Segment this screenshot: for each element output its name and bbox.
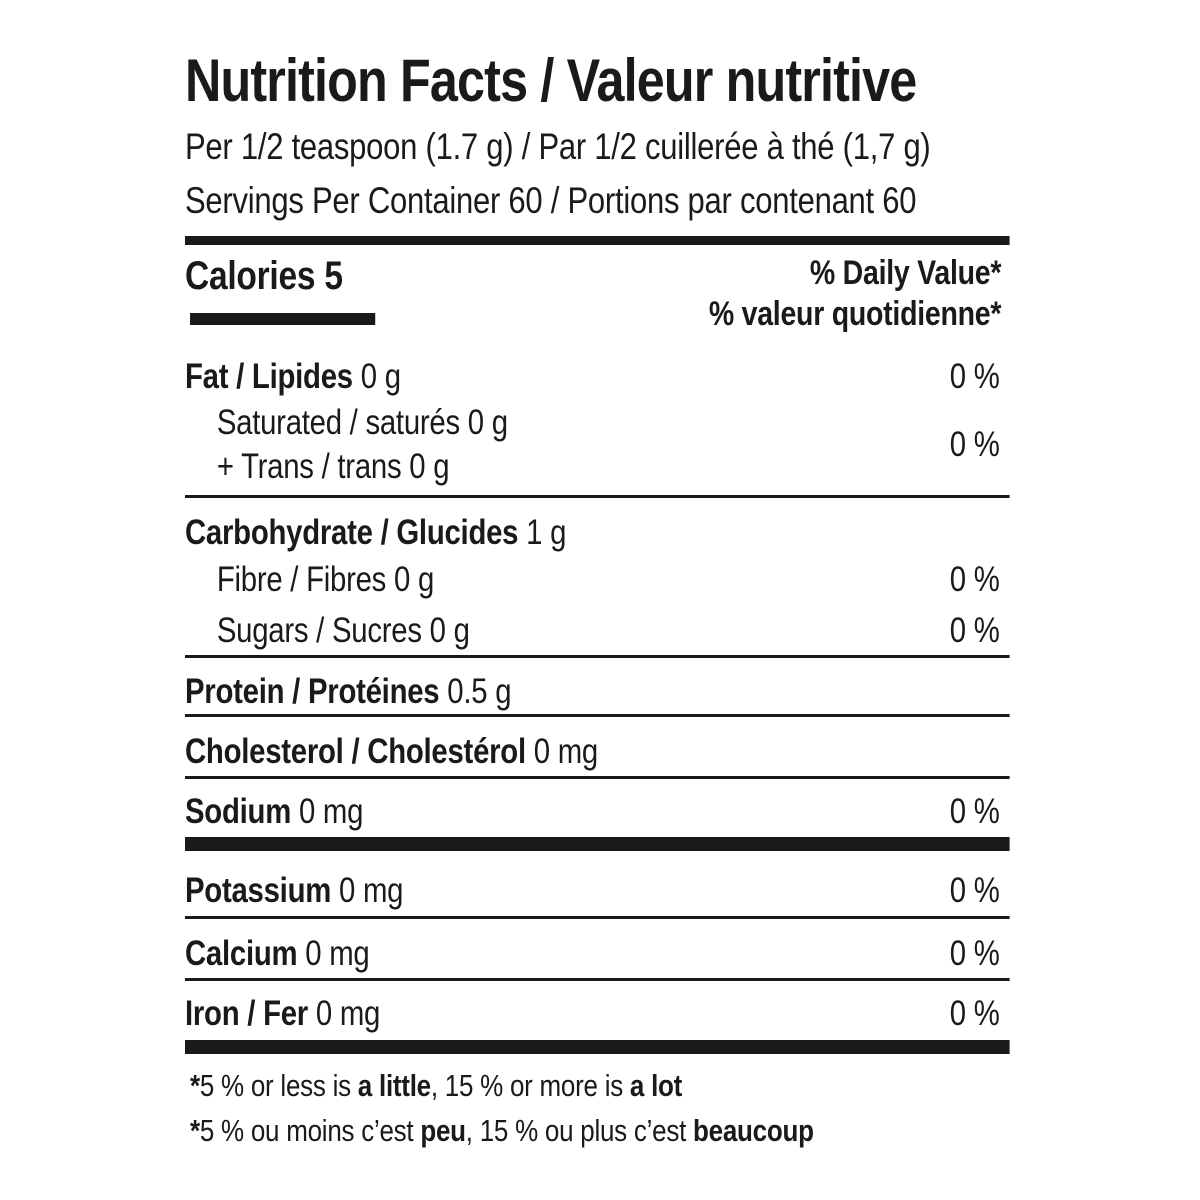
saturated-trans-lines: Saturated / saturés 0 g + Trans / trans …: [185, 401, 508, 489]
footnote-fr-asterisk: *: [190, 1113, 200, 1148]
row-trans: + Trans / trans 0 g: [217, 445, 508, 489]
trans-amount: 0 g: [409, 447, 450, 486]
row-iron: Iron / Fer 0 mg 0 %: [185, 992, 1010, 1036]
footnote-english: *5 % or less is a little, 15 % or more i…: [185, 1066, 1010, 1106]
nutrition-facts-label: Nutrition Facts / Valeur nutritive Per 1…: [185, 50, 1010, 1151]
sugars-dv: 0 %: [949, 611, 1000, 650]
row-fat-text: Fat / Lipides 0 g: [185, 355, 401, 399]
row-saturated-trans-group: Saturated / saturés 0 g + Trans / trans …: [185, 401, 1010, 489]
separator-rule: [185, 978, 1010, 981]
potassium-amount: 0 mg: [338, 871, 404, 910]
sugars-name: Sugars / Sucres: [216, 611, 422, 650]
separator-rule: [185, 495, 1010, 498]
row-sugars-text: Sugars / Sucres 0 g: [185, 609, 470, 653]
calcium-name: Calcium: [185, 934, 298, 973]
separator-rule: [185, 916, 1010, 919]
row-sodium-text: Sodium 0 mg: [185, 790, 363, 834]
carbohydrate-amount: 1 g: [526, 513, 567, 552]
calories-underline-bar: [190, 313, 376, 325]
serving-size: Per 1/2 teaspoon (1.7 g) / Par 1/2 cuill…: [185, 126, 931, 167]
saturated-amount: 0 g: [467, 403, 508, 442]
fibre-name: Fibre / Fibres: [216, 560, 387, 599]
row-cholesterol-text: Cholesterol / Cholestérol 0 mg: [185, 730, 598, 774]
calcium-dv: 0 %: [949, 934, 1000, 973]
footnote-french: *5 % ou moins c’est peu, 15 % ou plus c’…: [185, 1111, 1010, 1151]
cholesterol-name: Cholesterol / Cholestérol: [185, 732, 526, 771]
fibre-dv: 0 %: [949, 560, 1000, 599]
calories-line: Calories 5: [185, 253, 375, 299]
trans-name: + Trans / trans: [216, 447, 402, 486]
row-potassium-text: Potassium 0 mg: [185, 869, 403, 913]
footnote-fr-part2: , 15 % ou plus c’est: [465, 1113, 694, 1148]
bottom-separator-bar: [185, 1040, 1010, 1054]
footnote-en-bold2: a lot: [629, 1068, 683, 1103]
fibre-amount: 0 g: [394, 560, 435, 599]
daily-value-header: % Daily Value* % valeur quotidienne*: [709, 253, 1010, 335]
label-title: Nutrition Facts / Valeur nutritive: [185, 47, 917, 114]
cholesterol-amount: 0 mg: [533, 732, 598, 771]
sodium-amount: 0 mg: [298, 792, 364, 831]
potassium-dv: 0 %: [949, 871, 1000, 910]
row-carbohydrate: Carbohydrate / Glucides 1 g: [185, 511, 1010, 555]
sodium-dv: 0 %: [949, 792, 1000, 831]
potassium-name: Potassium: [185, 871, 332, 910]
separator-rule: [185, 714, 1010, 717]
sugars-amount: 0 g: [429, 611, 470, 650]
footnote-fr-bold1: peu: [420, 1113, 466, 1148]
iron-name: Iron / Fer: [185, 994, 308, 1033]
mid-separator-bar: [185, 837, 1010, 851]
servings-per-container: Servings Per Container 60 / Portions par…: [185, 180, 917, 221]
row-sodium: Sodium 0 mg 0 %: [185, 790, 1010, 834]
calories-header: Calories 5 % Daily Value* % valeur quoti…: [185, 253, 1010, 335]
fat-amount: 0 g: [360, 357, 401, 396]
fat-name: Fat / Lipides: [185, 357, 353, 396]
row-carbohydrate-text: Carbohydrate / Glucides 1 g: [185, 511, 566, 555]
row-fibre: Fibre / Fibres 0 g 0 %: [185, 558, 1010, 602]
fat-dv: 0 %: [949, 357, 1000, 396]
separator-rule: [185, 655, 1010, 658]
saturated-trans-dv: 0 %: [949, 425, 1000, 464]
row-potassium: Potassium 0 mg 0 %: [185, 869, 1010, 913]
sodium-name: Sodium: [185, 792, 292, 831]
footnote-fr-bold2: beaucoup: [693, 1113, 814, 1148]
footnote-en-part1: 5 % or less is: [199, 1068, 358, 1103]
row-fat: Fat / Lipides 0 g 0 %: [185, 355, 1010, 399]
calories-label: Calories: [185, 254, 316, 298]
iron-dv: 0 %: [949, 994, 1000, 1033]
iron-amount: 0 mg: [315, 994, 381, 1033]
row-cholesterol: Cholesterol / Cholestérol 0 mg: [185, 730, 1010, 774]
footnote-en-part2: , 15 % or more is: [430, 1068, 630, 1103]
row-protein-text: Protein / Protéines 0.5 g: [185, 670, 512, 714]
carbohydrate-name: Carbohydrate / Glucides: [185, 513, 519, 552]
separator-rule: [185, 776, 1010, 779]
protein-amount: 0.5 g: [447, 672, 512, 711]
footnote-fr-part1: 5 % ou moins c’est: [199, 1113, 421, 1148]
footnote-en-asterisk: *: [190, 1068, 200, 1103]
protein-name: Protein / Protéines: [185, 672, 440, 711]
row-iron-text: Iron / Fer 0 mg: [185, 992, 380, 1036]
top-separator-bar: [185, 236, 1010, 245]
row-saturated: Saturated / saturés 0 g: [217, 401, 508, 445]
row-protein: Protein / Protéines 0.5 g: [185, 670, 1010, 714]
row-calcium: Calcium 0 mg 0 %: [185, 932, 1010, 976]
daily-value-header-fr: % valeur quotidienne*: [708, 295, 1002, 333]
row-calcium-text: Calcium 0 mg: [185, 932, 370, 976]
row-sugars: Sugars / Sucres 0 g 0 %: [185, 609, 1010, 653]
calories-value: 5: [324, 254, 343, 298]
footnote-en-bold1: a little: [357, 1068, 431, 1103]
saturated-name: Saturated / saturés: [216, 403, 460, 442]
calcium-amount: 0 mg: [305, 934, 370, 973]
calories-block: Calories 5: [185, 253, 376, 325]
row-fibre-text: Fibre / Fibres 0 g: [185, 558, 434, 602]
daily-value-header-en: % Daily Value*: [809, 254, 1002, 292]
